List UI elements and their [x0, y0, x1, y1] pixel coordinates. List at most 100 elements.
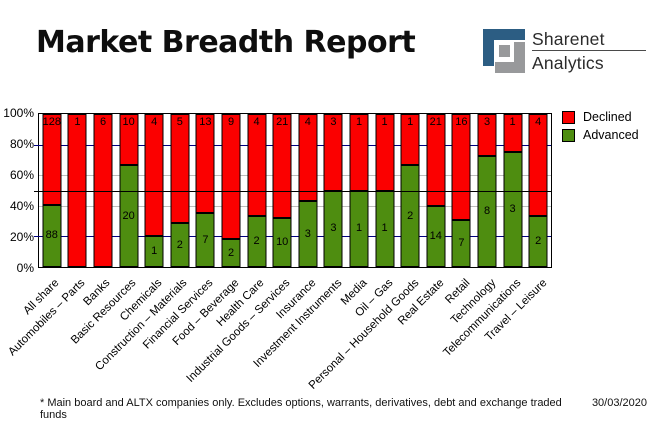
- advanced-segment: 2: [170, 223, 190, 267]
- advanced-segment: 2: [528, 216, 548, 267]
- declined-segment: 21: [272, 114, 292, 218]
- declined-value: 4: [535, 116, 542, 128]
- legend-item-advanced: Advanced: [562, 128, 639, 142]
- advanced-value: 20: [122, 209, 135, 222]
- advanced-value: 10: [276, 235, 289, 248]
- bar-retail: 16 7: [451, 114, 471, 267]
- footnote-text: * Main board and ALTX companies only. Ex…: [40, 397, 562, 421]
- y-tick-60pct: 60%: [9, 168, 34, 182]
- advanced-segment: 8: [477, 155, 497, 267]
- advanced-value: 7: [202, 233, 209, 246]
- footnote: * Main board and ALTX companies only. Ex…: [40, 397, 647, 421]
- declined-segment: 3: [323, 114, 343, 191]
- bar-financial-services: 13 7: [195, 114, 215, 267]
- y-tick-40pct: 40%: [9, 199, 34, 213]
- advanced-segment: 88: [42, 204, 62, 267]
- bar-all-share: 128 88: [42, 114, 62, 267]
- advanced-value: 2: [176, 238, 183, 251]
- y-tick-100pct: 100%: [3, 106, 34, 120]
- y-tick-80pct: 80%: [9, 137, 34, 151]
- advanced-segment: 7: [451, 220, 471, 267]
- logo-divider: [532, 50, 646, 51]
- declined-value: 4: [304, 116, 311, 128]
- fifty-percent-reference-line: [34, 190, 551, 192]
- x-axis-labels: All share Automobiles – Parts Banks Basic R…: [6, 269, 552, 392]
- advanced-value: 8: [483, 204, 491, 217]
- y-tick-0pct: 0%: [16, 261, 34, 275]
- declined-segment: 13: [195, 114, 215, 214]
- advanced-value: 2: [253, 235, 260, 247]
- declined-segment: 1: [375, 114, 395, 191]
- gridline-20: [34, 236, 551, 238]
- declined-value: 4: [151, 116, 158, 128]
- legend-label: Advanced: [583, 128, 639, 142]
- sharenet-logo-text: Sharenet Analytics: [532, 29, 646, 73]
- advanced-value: 1: [151, 245, 158, 258]
- sharenet-logo: Sharenet Analytics: [483, 29, 646, 73]
- declined-segment: 5: [170, 114, 190, 224]
- advanced-value: 14: [429, 229, 442, 242]
- plot-area: 128 88 1 6 10 20 4 1 5 2 13 7 9 2 4 2 21 10 4 3 3 3 1 1 1 1 1 2 21 14…: [34, 113, 552, 268]
- advanced-segment: 1: [144, 236, 164, 267]
- logo-line-analytics: Analytics: [532, 53, 604, 73]
- declined-value: 3: [330, 116, 337, 128]
- advanced-value: 2: [227, 246, 235, 259]
- declined-value: 128: [42, 116, 61, 128]
- declined-value: 1: [509, 116, 516, 128]
- declined-swatch-icon: [562, 110, 575, 124]
- declined-segment: 1: [349, 114, 369, 191]
- declined-value: 21: [276, 116, 289, 128]
- declined-value: 5: [176, 116, 183, 128]
- declined-value: 13: [199, 116, 212, 128]
- declined-value: 16: [455, 116, 468, 128]
- logo-line-sharenet: Sharenet: [532, 29, 605, 49]
- declined-segment: 16: [451, 114, 471, 221]
- gridline-60: [39, 175, 551, 177]
- advanced-value: 1: [355, 222, 363, 235]
- advanced-value: 3: [304, 227, 311, 240]
- declined-segment: 1: [400, 114, 420, 165]
- advanced-segment: 3: [298, 201, 318, 267]
- declined-value: 3: [483, 116, 491, 128]
- advanced-value: 2: [535, 235, 542, 247]
- advanced-value: 7: [458, 237, 465, 250]
- declined-segment: 4: [528, 114, 548, 216]
- declined-segment: 4: [298, 114, 318, 202]
- declined-value: 1: [74, 116, 81, 128]
- advanced-segment: 3: [503, 152, 523, 267]
- advanced-swatch-icon: [562, 128, 575, 142]
- legend-label: Declined: [583, 110, 632, 124]
- gridline-40: [39, 205, 551, 207]
- advanced-segment: 10: [272, 217, 292, 267]
- chart-legend: Declined Advanced: [562, 110, 639, 146]
- advanced-segment: 14: [426, 205, 446, 267]
- declined-value: 1: [355, 116, 363, 128]
- declined-segment: 1: [503, 114, 523, 153]
- advanced-value: 3: [330, 222, 337, 235]
- declined-value: 9: [227, 116, 235, 128]
- y-tick-20pct: 20%: [9, 230, 34, 244]
- advanced-segment: 1: [375, 190, 395, 267]
- legend-item-declined: Declined: [562, 110, 639, 124]
- bar-real-estate: 21 14: [426, 114, 446, 267]
- declined-value: 1: [381, 116, 388, 128]
- advanced-segment: 3: [323, 190, 343, 267]
- page-title: Market Breadth Report: [36, 25, 416, 60]
- gridline-80: [34, 144, 551, 146]
- y-axis-labels: 100% 80% 60% 40% 20% 0%: [0, 106, 34, 275]
- report-date: 30/03/2020: [591, 397, 647, 409]
- declined-segment: 128: [42, 114, 62, 205]
- declined-segment: 21: [426, 114, 446, 206]
- declined-segment: 10: [119, 114, 139, 165]
- advanced-segment: 2: [400, 165, 420, 267]
- advanced-segment: 7: [195, 213, 215, 267]
- declined-value: 21: [429, 116, 442, 128]
- declined-segment: 3: [477, 114, 497, 156]
- advanced-value: 2: [407, 209, 414, 222]
